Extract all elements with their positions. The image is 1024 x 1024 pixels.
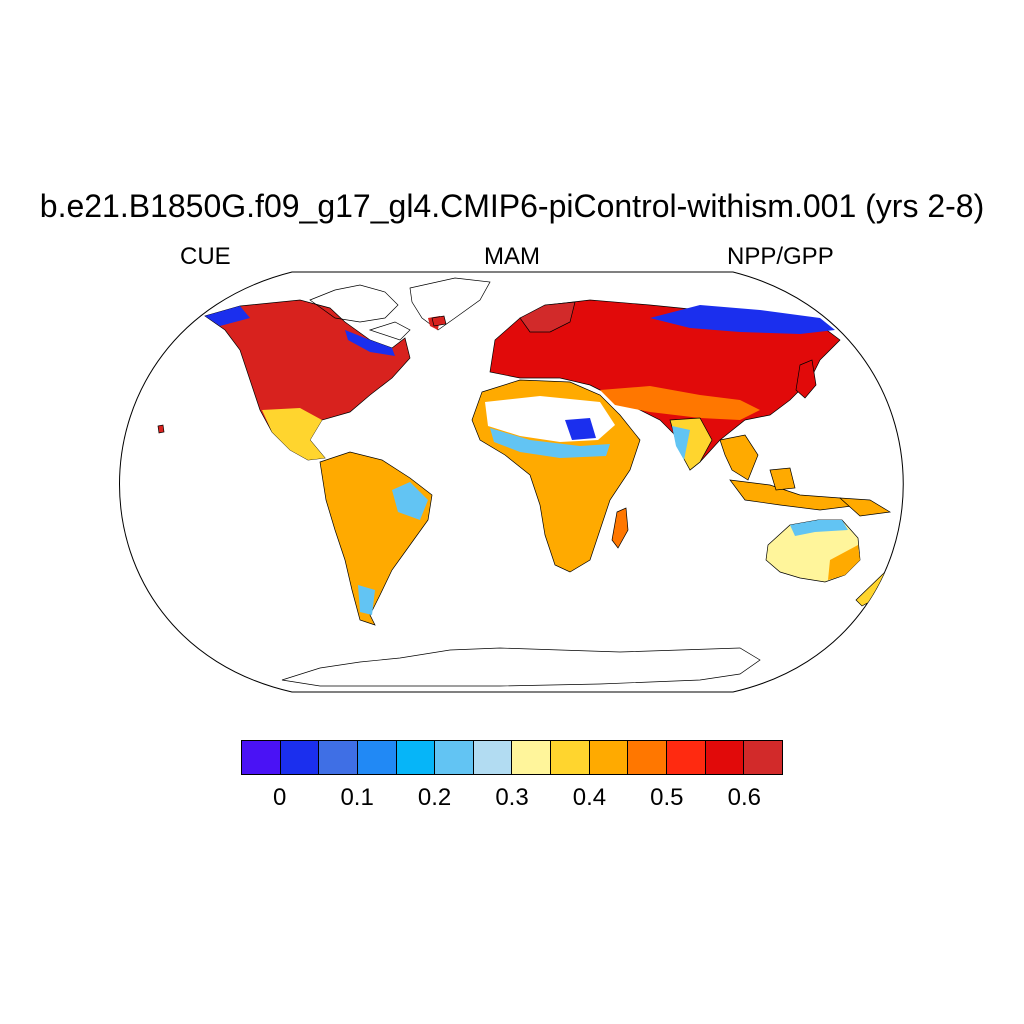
colorbar-tick-label: 0.1 [340, 784, 374, 811]
sahel-blue-band [490, 428, 610, 458]
new-guinea [839, 497, 892, 517]
eurasia-landmass [489, 299, 841, 471]
greenland-outline [409, 277, 491, 331]
colorbar-swatch [705, 741, 745, 774]
colorbar-tick-label: 0 [273, 784, 287, 811]
figure-title: b.e21.B1850G.f09_g17_gl4.CMIP6-piControl… [39, 188, 985, 224]
colorbar-tick-label: 0.3 [495, 784, 529, 811]
colorbar-swatch [396, 741, 436, 774]
iceland [431, 315, 447, 327]
hudson-bay-rim-blue [345, 330, 395, 356]
units-label: NPP/GPP [727, 243, 834, 270]
central-asia-orange [600, 386, 760, 420]
borneo [769, 467, 796, 491]
colorbar-tick-label: 0.5 [650, 784, 684, 811]
antarctica-outline [281, 647, 761, 687]
siberia-arctic-blue [650, 305, 835, 334]
hawaii-islands [157, 424, 165, 434]
australia-north-blue [790, 520, 848, 536]
australia-southeast-orange [828, 545, 860, 580]
colorbar-swatch [589, 741, 629, 774]
colorbar-swatch [319, 741, 358, 774]
scandinavia [519, 301, 576, 333]
colorbar-swatch [280, 741, 320, 774]
season-label: MAM [484, 243, 540, 270]
north-america-south-band [262, 408, 325, 460]
patagonia-blue [358, 585, 375, 615]
colorbar-tick-label: 0.4 [572, 784, 607, 811]
colorbar-swatch [667, 741, 706, 774]
arctic-islands-outline [309, 284, 411, 341]
colorbar-swatch [628, 741, 668, 774]
south-america-east-blue [392, 482, 428, 520]
colorbar-swatch [744, 741, 782, 774]
colorbar [241, 740, 783, 775]
colorbar-swatch [512, 741, 552, 774]
colorbar-swatch [473, 741, 513, 774]
colorbar-tick-label: 0.2 [417, 784, 452, 811]
colorbar-swatch [551, 741, 590, 774]
southeast-asia [719, 434, 759, 481]
madagascar [611, 507, 629, 549]
colorbar-swatch [242, 741, 281, 774]
arctic-north-america-blue [205, 306, 250, 326]
japan [795, 359, 817, 399]
colorbar-tick-label: 0.6 [727, 784, 761, 811]
variable-label: CUE [180, 243, 231, 270]
south-asia-blue [672, 426, 690, 460]
saharan-blue-patch [565, 418, 596, 440]
colorbar-swatch [357, 741, 397, 774]
colorbar-swatch [435, 741, 474, 774]
